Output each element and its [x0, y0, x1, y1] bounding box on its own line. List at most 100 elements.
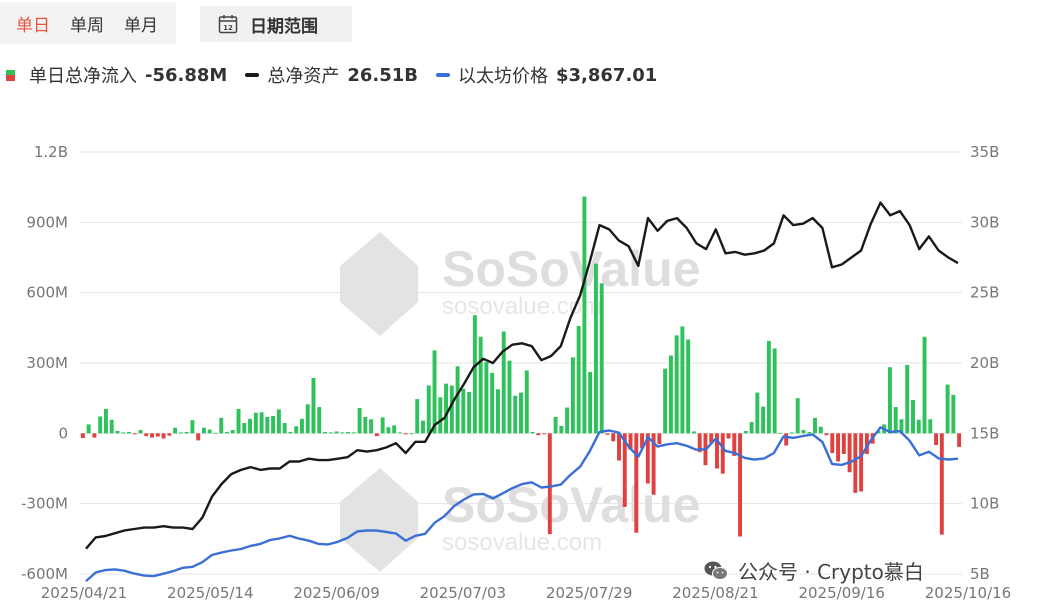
- outflow-bar: [651, 433, 656, 495]
- inflow-bar: [253, 412, 258, 434]
- x-tick-label: 2025/09/16: [798, 584, 884, 602]
- x-tick-label: 2025/07/29: [546, 584, 632, 602]
- legend-total-assets[interactable]: 总净资产 26.51B: [245, 62, 418, 88]
- inflow-bar: [599, 283, 604, 434]
- outflow-bar: [645, 433, 650, 484]
- outflow-bar: [132, 433, 137, 435]
- svg-text:sosovalue.com: sosovalue.com: [442, 293, 602, 320]
- left-tick-label: 900M: [26, 213, 68, 231]
- inflow-bar: [311, 378, 316, 434]
- inflow-bar: [467, 392, 472, 434]
- inflow-bar: [317, 407, 322, 434]
- outflow-bar: [403, 433, 408, 435]
- date-range-button[interactable]: 12 日期范围: [200, 6, 352, 42]
- inflow-bar: [495, 389, 500, 434]
- legend-price-label: 以太坊价格: [457, 66, 548, 87]
- outflow-bar: [155, 433, 160, 437]
- inflow-bar: [686, 339, 691, 434]
- flow-swatch: [6, 69, 15, 81]
- legend-eth-price[interactable]: 以太坊价格 $3,867.01: [435, 62, 657, 88]
- left-tick-label: 600M: [26, 284, 68, 302]
- inflow-bar: [86, 424, 91, 434]
- outflow-bar: [720, 433, 725, 474]
- wechat-icon: [704, 561, 728, 580]
- inflow-bar: [392, 425, 397, 434]
- right-tick-label: 10B: [970, 495, 999, 513]
- inflow-bar: [553, 416, 558, 434]
- tab-daily[interactable]: 单日: [16, 15, 50, 36]
- inflow-bar: [559, 425, 564, 434]
- outflow-bar: [628, 433, 633, 450]
- right-axis: 35B 30B 25B 20B 15B 10B 5B: [970, 143, 999, 583]
- inflow-bar: [259, 412, 264, 434]
- inflow-bar: [201, 427, 206, 434]
- inflow-bar: [490, 372, 495, 434]
- inflow-bar: [115, 430, 120, 434]
- inflow-bar: [178, 432, 183, 434]
- outflow-bar: [547, 433, 552, 535]
- outflow-bar: [847, 433, 852, 473]
- inflow-bar: [484, 362, 489, 434]
- legend-daily-flow[interactable]: 单日总净流入 -56.88M: [6, 62, 227, 88]
- tab-monthly[interactable]: 单月: [124, 15, 158, 36]
- inflow-bar: [593, 263, 598, 434]
- grid-lines: [80, 151, 962, 575]
- inflow-bar: [743, 430, 748, 434]
- inflow-bar: [449, 385, 454, 434]
- right-tick-label: 35B: [970, 143, 999, 161]
- inflow-bar: [472, 315, 477, 434]
- x-axis: 2025/04/21 2025/05/14 2025/06/09 2025/07/03…: [41, 584, 1011, 602]
- assets-swatch: [245, 73, 260, 77]
- outflow-bar: [957, 433, 962, 447]
- right-tick-label: 5B: [970, 565, 990, 583]
- inflow-bar: [911, 400, 915, 434]
- outflow-bar: [715, 433, 719, 469]
- inflow-bar: [668, 355, 673, 434]
- inflow-bar: [397, 432, 402, 434]
- outflow-bar: [824, 433, 829, 436]
- inflow-bar: [346, 431, 351, 434]
- svg-text:sosovalue.com: sosovalue.com: [442, 529, 602, 556]
- inflow-bar: [674, 335, 679, 434]
- interval-tab-group: 单日 单周 单月: [0, 2, 176, 44]
- legend-assets-value: 26.51B: [347, 64, 418, 86]
- inflow-bar: [415, 399, 420, 434]
- inflow-bar: [899, 419, 904, 434]
- outflow-bar: [853, 433, 858, 493]
- svg-text:SoSoValue: SoSoValue: [442, 241, 700, 297]
- inflow-bar: [109, 419, 114, 434]
- inflow-bar: [248, 418, 253, 434]
- watermark-top: SoSoValue sosovalue.com: [340, 232, 700, 336]
- inflow-bar: [928, 419, 933, 434]
- inflow-bar: [680, 326, 685, 434]
- tab-weekly[interactable]: 单周: [70, 15, 104, 36]
- outflow-bar: [196, 433, 201, 441]
- outflow-bar: [150, 433, 155, 438]
- inflow-bar: [755, 392, 760, 434]
- inflow-bar: [173, 427, 178, 434]
- inflow-bar: [766, 340, 771, 434]
- x-tick-label: 2025/04/21: [41, 584, 127, 602]
- inflow-bar: [230, 430, 235, 434]
- inflow-bar: [409, 433, 414, 435]
- inflow-bar: [351, 432, 356, 434]
- inflow-bar: [103, 408, 108, 434]
- outflow-bar: [657, 433, 662, 445]
- x-tick-label: 2025/10/16: [925, 584, 1011, 602]
- total-assets-line: [85, 201, 959, 550]
- outflow-bar: [726, 433, 731, 439]
- outflow-bar: [617, 433, 621, 461]
- left-tick-label: -300M: [21, 495, 68, 513]
- inflow-bar: [455, 366, 460, 434]
- inflow-bar: [501, 331, 506, 434]
- inflow-bar: [438, 397, 443, 434]
- inflow-bar: [334, 431, 339, 434]
- inflow-bar: [691, 431, 696, 434]
- inflow-bar: [513, 395, 518, 434]
- left-tick-label: 0: [58, 424, 68, 442]
- left-axis: 1.2B 900M 600M 300M 0 -300M -600M: [21, 143, 68, 583]
- outflow-bar: [709, 433, 714, 444]
- price-swatch: [435, 73, 450, 77]
- x-tick-label: 2025/07/03: [420, 584, 506, 602]
- x-tick-label: 2025/06/09: [293, 584, 379, 602]
